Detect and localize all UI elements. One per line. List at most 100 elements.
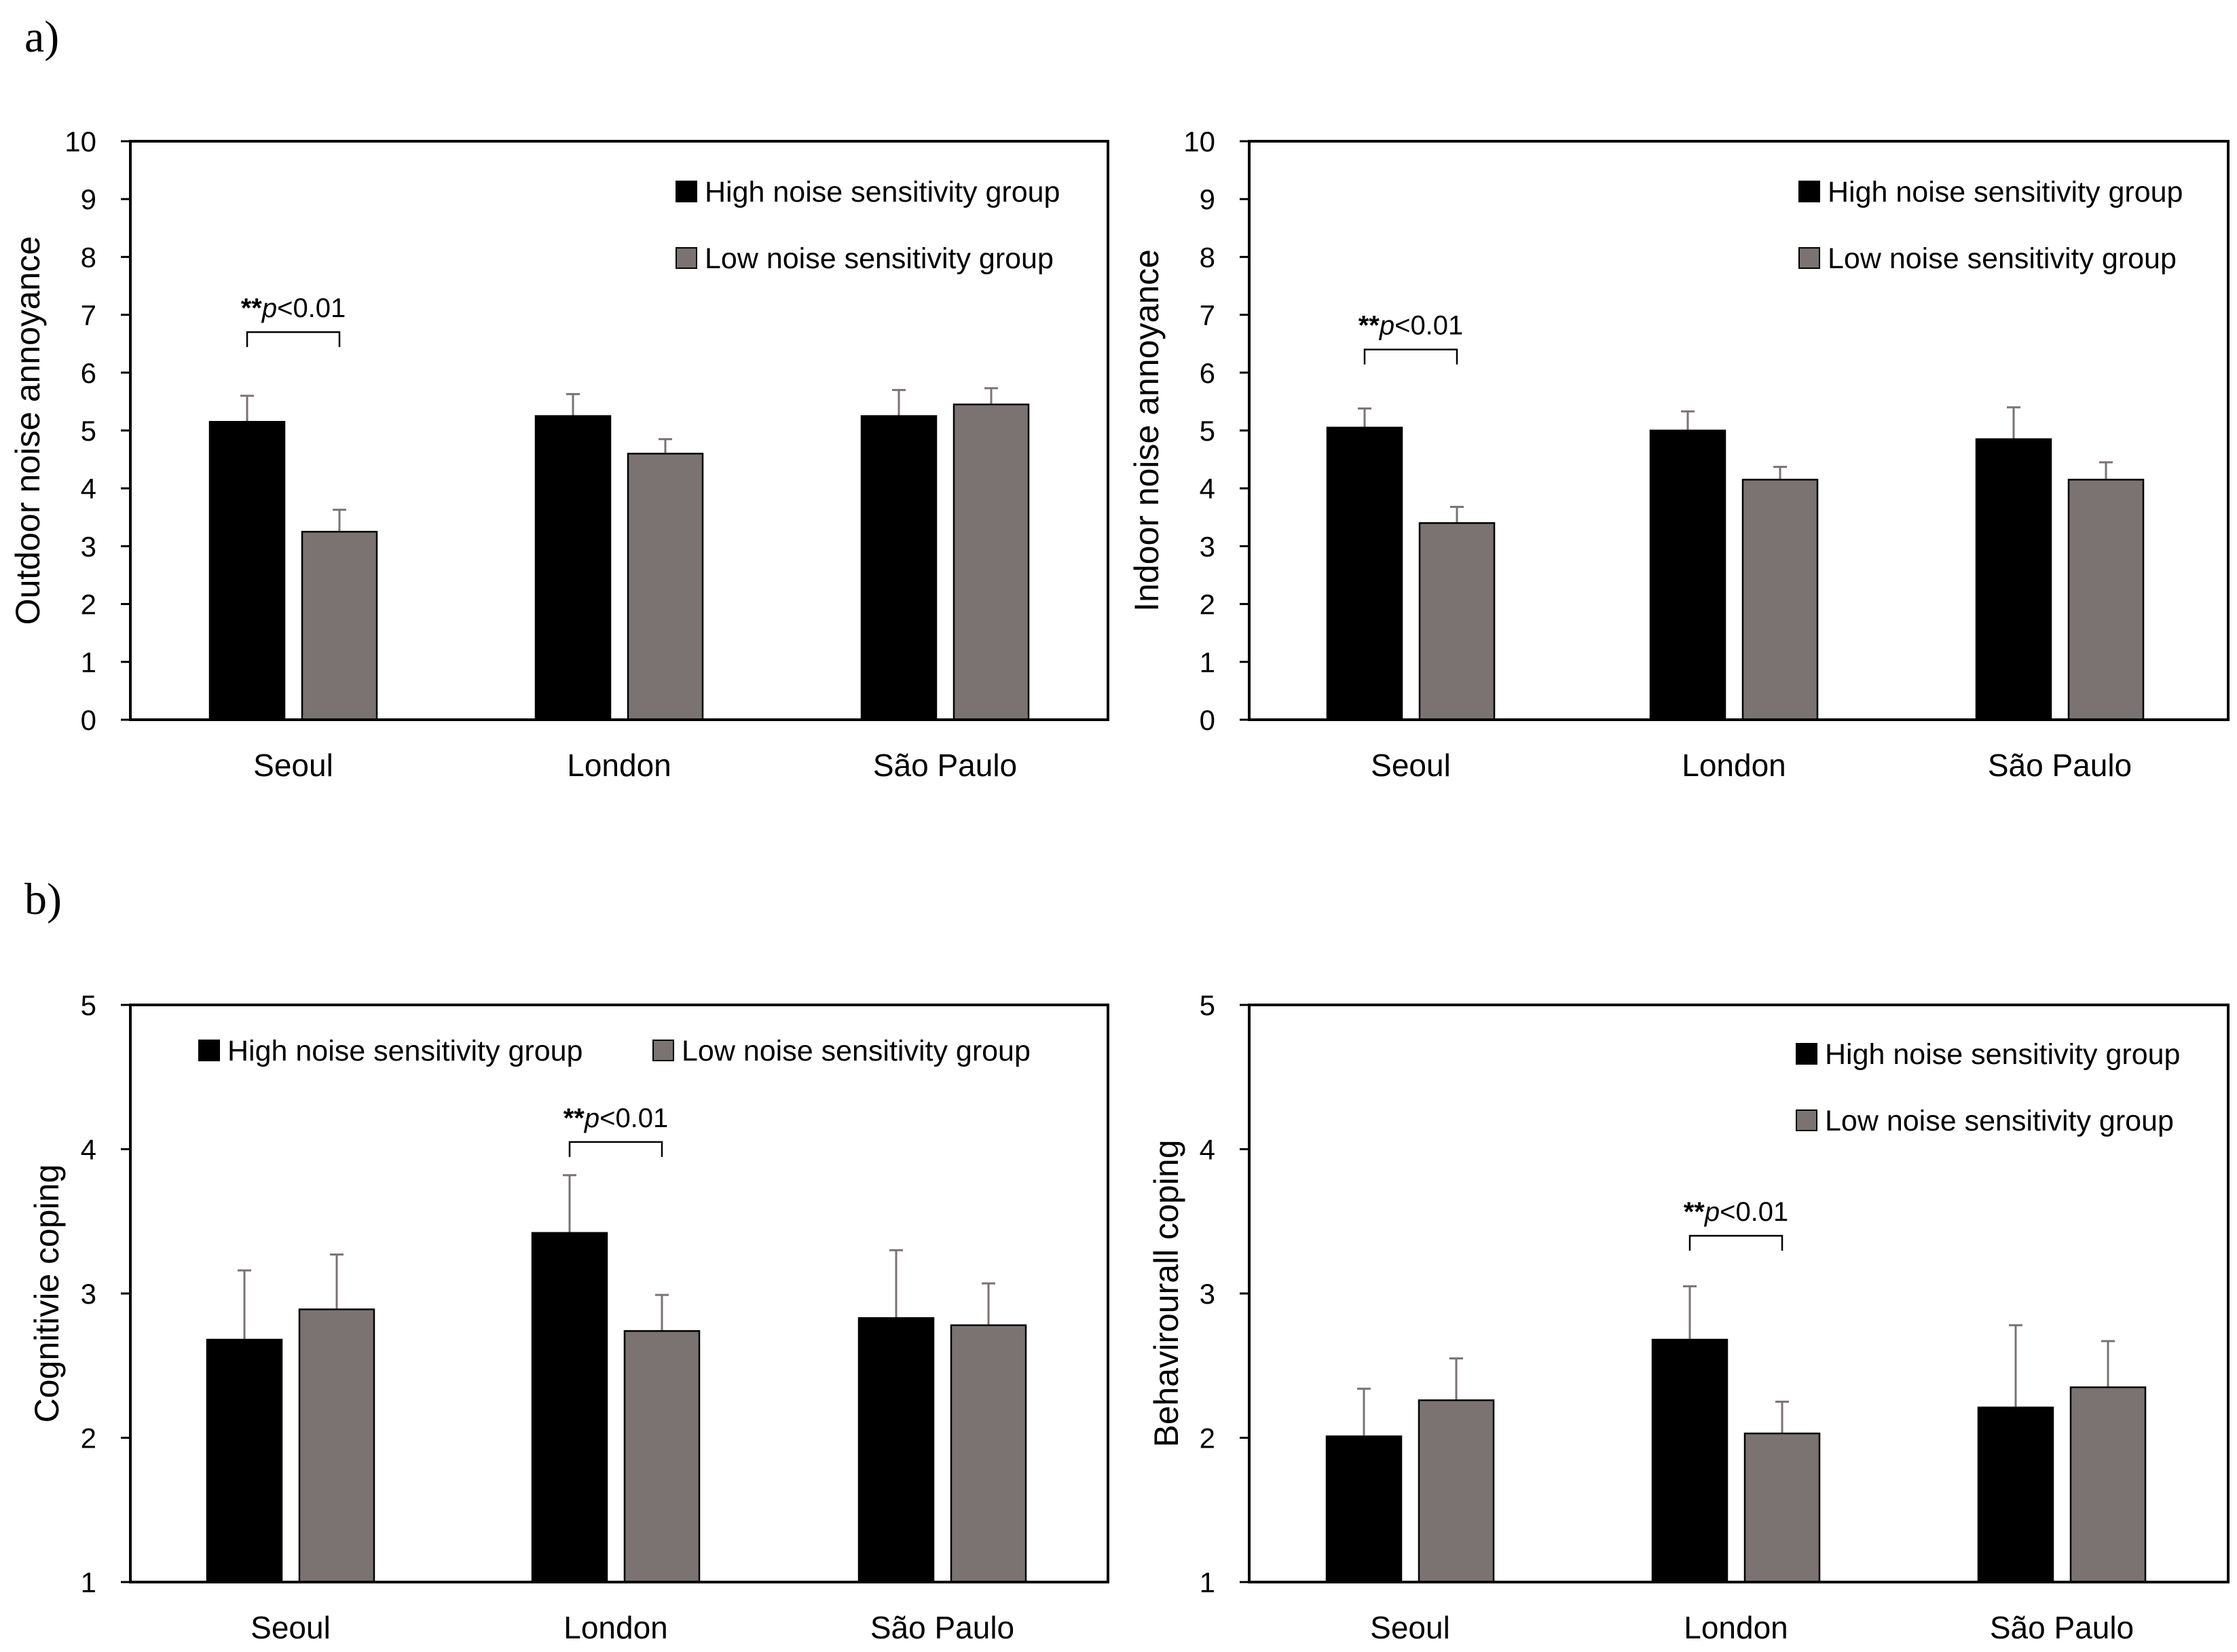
y-tick-label: 2 — [1200, 589, 1215, 621]
y-axis-label: Behavirourall coping — [1147, 1139, 1185, 1447]
bar-high-sopaulo — [860, 415, 938, 721]
bar-low-sopaulo — [2069, 1386, 2147, 1583]
category-label: São Paulo — [1990, 1610, 2134, 1645]
significance-bracket — [246, 331, 341, 348]
y-tick-label: 5 — [81, 415, 96, 447]
plot-frame — [129, 140, 1109, 721]
plot-frame — [129, 1004, 1109, 1583]
y-tick-label: 1 — [1200, 646, 1215, 678]
bar-high-seoul — [208, 420, 286, 721]
y-tick-label: 2 — [1200, 1422, 1215, 1454]
y-tick-label: 5 — [81, 989, 96, 1021]
bar-low-london — [1741, 479, 1819, 721]
category-label: Seoul — [253, 748, 333, 783]
legend-label-low: Low noise sensitivity group — [705, 242, 1054, 275]
significance-label: **p<0.01 — [241, 293, 346, 323]
category-label: London — [563, 1610, 668, 1645]
bar-low-london — [1743, 1432, 1821, 1583]
bar-low-seoul — [1418, 522, 1496, 721]
y-tick-label: 9 — [81, 183, 96, 215]
chart-behavioural-coping: Behavirourall coping 1 2 3 4 5 Seoul London São … — [1147, 989, 2230, 1645]
legend-label-low: Low noise sensitivity group — [1828, 242, 2177, 275]
y-tick-label: 8 — [81, 241, 96, 273]
category-label: Seoul — [251, 1610, 331, 1645]
legend-label-high: High noise sensitivity group — [227, 1035, 583, 1067]
y-axis-label: Indoor noise annoyance — [1128, 249, 1166, 612]
category-label: São Paulo — [1988, 748, 2132, 783]
bar-low-sopaulo — [2067, 479, 2145, 721]
bar-high-seoul — [1326, 426, 1403, 721]
y-tick-label: 2 — [81, 1422, 96, 1454]
significance-bracket — [1363, 348, 1458, 365]
legend-label-high: High noise sensitivity group — [705, 176, 1060, 208]
y-tick-label: 4 — [81, 473, 96, 504]
y-axis-label: Cognitivie coping — [28, 1164, 66, 1423]
bar-high-london — [534, 415, 612, 721]
y-tick-label: 6 — [1200, 357, 1215, 389]
plot-frame — [1248, 140, 2230, 721]
legend-swatch-high — [198, 1040, 220, 1061]
y-tick-label: 3 — [81, 530, 96, 562]
chart-cognitive-coping: Cognitivie coping 1 2 3 4 5 Seoul London São Pau… — [28, 989, 1109, 1645]
legend-swatch-low — [676, 247, 697, 269]
legend-swatch-low — [1798, 247, 1820, 269]
legend-label-low: Low noise sensitivity group — [1825, 1105, 2174, 1137]
legend-label-high: High noise sensitivity group — [1828, 176, 2183, 208]
y-tick-label: 10 — [64, 126, 96, 158]
y-axis-label: Outdoor noise annoyance — [9, 236, 47, 625]
bar-low-sopaulo — [953, 403, 1030, 721]
y-tick-label: 5 — [1200, 989, 1215, 1021]
y-tick-label: 5 — [1200, 415, 1215, 447]
y-tick-label: 3 — [81, 1278, 96, 1310]
significance-bracket — [1688, 1234, 1783, 1251]
y-tick-label: 3 — [1200, 1278, 1215, 1310]
y-tick-label: 6 — [81, 357, 96, 389]
category-label: Seoul — [1371, 748, 1451, 783]
y-tick-label: 3 — [1200, 530, 1215, 562]
chart-outdoor-noise-annoyance: Outdoor noise annoyance 0 1 2 3 4 5 6 7 8 9 10 Seoul… — [9, 126, 1109, 783]
significance-label: **p<0.01 — [1684, 1197, 1789, 1227]
category-label: São Paulo — [870, 1610, 1014, 1645]
significance-bracket — [568, 1141, 663, 1157]
significance-label: **p<0.01 — [563, 1103, 669, 1133]
chart-indoor-noise-annoyance: Indoor noise annoyance 0 1 2 3 4 5 6 7 8 9 10 Seoul L… — [1128, 126, 2230, 783]
y-tick-label: 1 — [81, 646, 96, 678]
y-tick-label: 0 — [81, 704, 96, 736]
bar-high-london — [531, 1232, 608, 1583]
category-label: Seoul — [1370, 1610, 1450, 1645]
bar-low-london — [623, 1330, 701, 1583]
legend-label-high: High noise sensitivity group — [1825, 1038, 2180, 1071]
plot-frame — [1248, 1004, 2230, 1583]
legend-swatch-high — [1798, 181, 1820, 202]
legend-label-low: Low noise sensitivity group — [682, 1035, 1031, 1067]
y-tick-label: 2 — [81, 589, 96, 621]
significance-label: **p<0.01 — [1358, 311, 1464, 341]
bar-high-seoul — [1325, 1435, 1403, 1583]
y-tick-label: 4 — [1200, 1134, 1215, 1166]
y-tick-label: 0 — [1200, 704, 1215, 736]
legend-swatch-high — [1796, 1043, 1817, 1065]
y-tick-label: 1 — [81, 1566, 96, 1598]
legend-swatch-low — [652, 1040, 674, 1061]
y-tick-label: 1 — [1200, 1566, 1215, 1598]
legend-swatch-high — [676, 181, 697, 202]
y-tick-label: 10 — [1183, 126, 1215, 158]
bar-low-sopaulo — [950, 1324, 1027, 1583]
bar-high-sopaulo — [1977, 1406, 2054, 1583]
y-tick-label: 4 — [81, 1134, 96, 1166]
legend-swatch-low — [1796, 1109, 1817, 1131]
bar-low-london — [627, 452, 704, 721]
bar-low-seoul — [298, 1308, 375, 1583]
bar-high-sopaulo — [857, 1317, 935, 1583]
category-label: London — [567, 748, 671, 783]
category-label: São Paulo — [873, 748, 1017, 783]
panel-label-a: a) — [24, 12, 59, 62]
y-tick-label: 9 — [1200, 183, 1215, 215]
bar-high-sopaulo — [1975, 438, 2052, 721]
y-tick-label: 7 — [1200, 299, 1215, 331]
y-tick-label: 4 — [1200, 473, 1215, 504]
bar-low-seoul — [301, 530, 378, 721]
bar-high-london — [1649, 429, 1726, 721]
category-label: London — [1682, 748, 1786, 783]
